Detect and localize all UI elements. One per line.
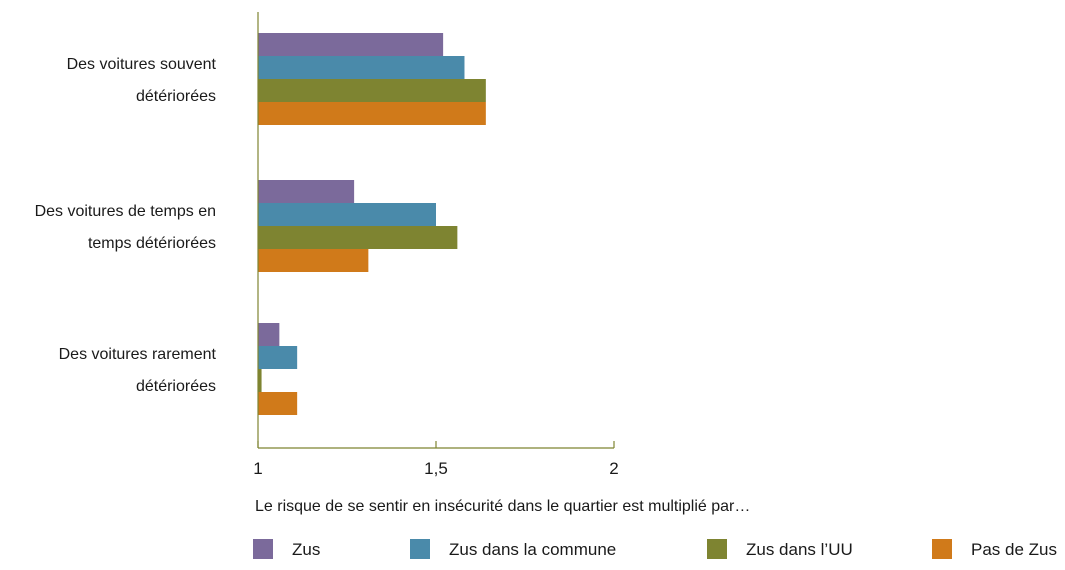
- legend-label: Zus: [292, 540, 320, 559]
- category-label: Des voitures de temps en: [35, 203, 216, 220]
- bar: [258, 79, 486, 102]
- x-tick-label: 1,5: [424, 459, 448, 478]
- legend-item: Pas de Zus: [932, 539, 1057, 559]
- bar: [258, 226, 458, 249]
- legend-label: Pas de Zus: [971, 540, 1057, 559]
- x-tick-label: 1: [253, 459, 262, 478]
- category-label: Des voitures rarement: [59, 346, 217, 363]
- bars-layer: [258, 33, 486, 415]
- bar: [258, 180, 355, 203]
- bar: [258, 323, 280, 346]
- legend-label: Zus dans la commune: [449, 540, 616, 559]
- legend-swatch: [253, 539, 273, 559]
- bar: [258, 102, 486, 125]
- bar: [258, 56, 465, 79]
- bar: [258, 203, 436, 226]
- legend-item: Zus dans la commune: [410, 539, 616, 559]
- category-label: temps détériorées: [88, 235, 216, 252]
- legend-item: Zus: [253, 539, 320, 559]
- x-tick-label: 2: [609, 459, 618, 478]
- x-axis-ticks: 1 1,5 2: [253, 441, 619, 478]
- x-axis-title: Le risque de se sentir en insécurité dan…: [255, 498, 750, 515]
- bar: [258, 346, 298, 369]
- category-label: détériorées: [136, 378, 216, 395]
- category-label: Des voitures souvent: [67, 56, 217, 73]
- bar: [258, 33, 444, 56]
- bar: [258, 369, 262, 392]
- category-labels: Des voitures souvent détériorées Des voitu…: [35, 56, 217, 395]
- legend: Zus Zus dans la commune Zus dans l’UU Pas d…: [253, 539, 1057, 559]
- legend-label: Zus dans l’UU: [746, 540, 853, 559]
- bar-group: [258, 180, 458, 272]
- bar-group: [258, 33, 486, 125]
- legend-swatch: [932, 539, 952, 559]
- bar-group: [258, 323, 298, 415]
- legend-item: Zus dans l’UU: [707, 539, 853, 559]
- bar: [258, 392, 298, 415]
- bar: [258, 249, 369, 272]
- legend-swatch: [410, 539, 430, 559]
- legend-swatch: [707, 539, 727, 559]
- category-label: détériorées: [136, 88, 216, 105]
